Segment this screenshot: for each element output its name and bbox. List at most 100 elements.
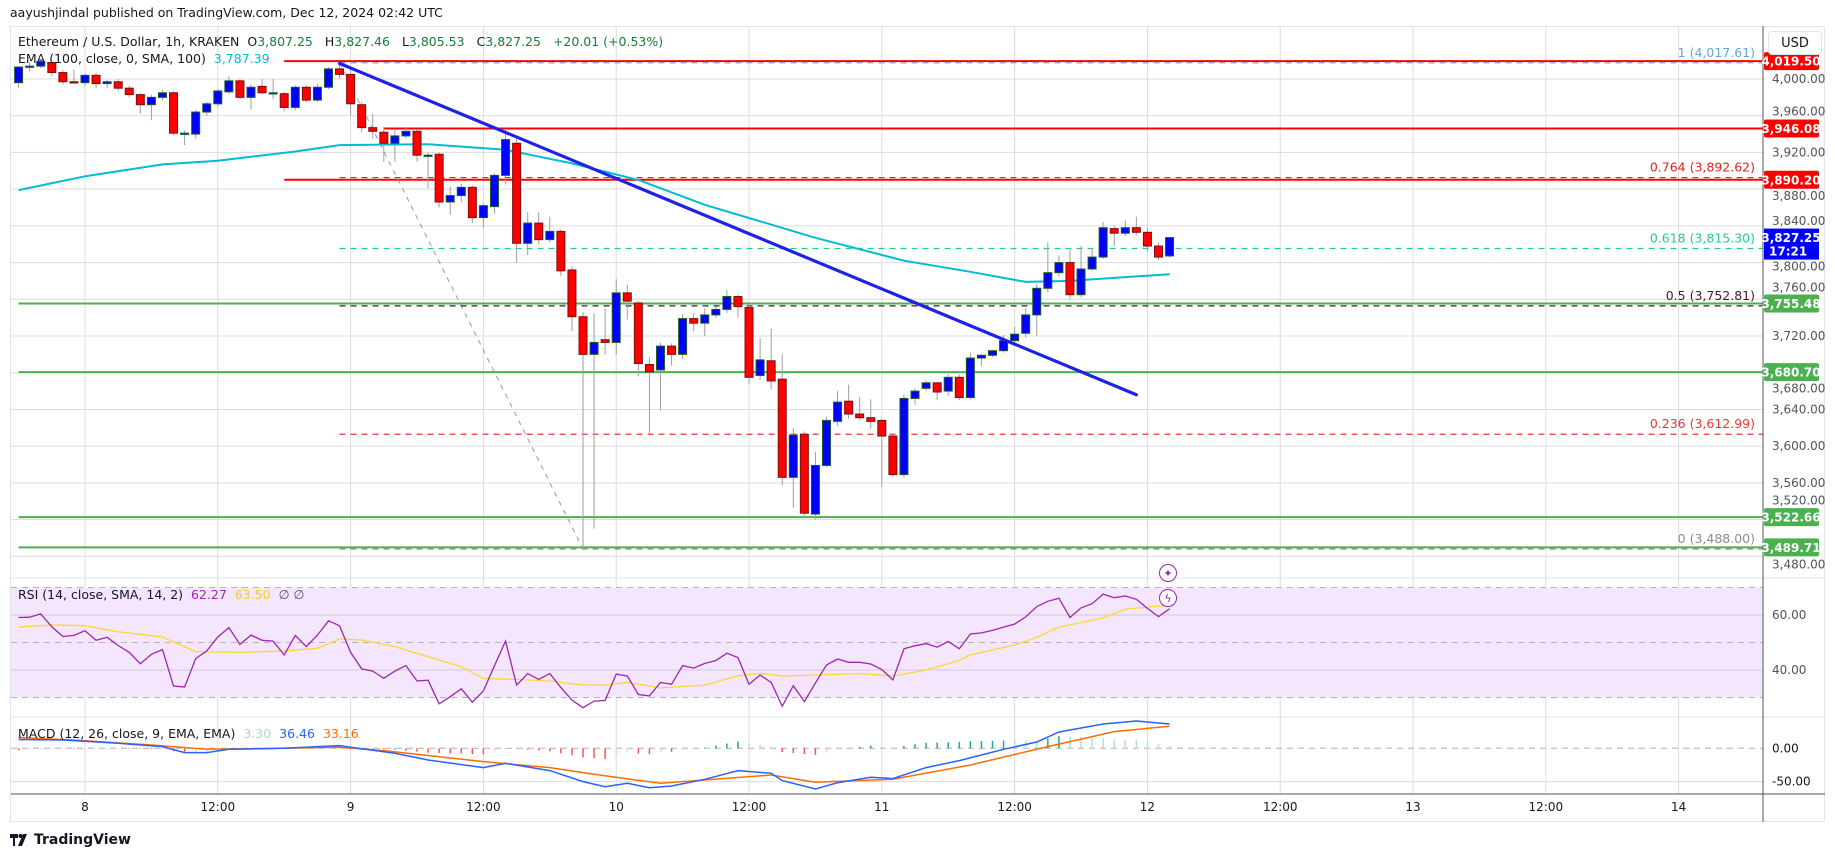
macd-signal-value: 33.16 (322, 726, 359, 741)
candle (357, 101, 367, 133)
candle (1098, 222, 1108, 259)
time-tick-label: 12 (1140, 800, 1155, 814)
ema-legend[interactable]: EMA (100, close, 0, SMA, 100) 3,787.39 (18, 51, 274, 66)
candle (611, 279, 621, 355)
candle-body-down (368, 127, 378, 132)
open-value: 3,807.25 (257, 34, 313, 49)
chart-frame (10, 26, 1825, 822)
candle (655, 342, 665, 411)
candle-body-up (700, 314, 710, 324)
candle (157, 90, 167, 101)
candle (932, 381, 942, 401)
candle (246, 84, 256, 110)
candle-body-down (91, 74, 101, 85)
rsi-legend[interactable]: RSI (14, close, SMA, 14, 2) 62.27 63.50 … (18, 587, 308, 602)
time-tick-label: 12:00 (1529, 800, 1564, 814)
candle-body-down (633, 302, 643, 365)
axes: 8 12:00 9 12:00 10 12:00 11 12:00 12 12:00 13 12:00… (11, 26, 1825, 822)
candle (58, 69, 68, 85)
candle (534, 212, 544, 245)
candle-body-down (257, 85, 267, 94)
candle-body-up (323, 68, 333, 88)
candle-body-down (932, 382, 942, 393)
candle (1120, 220, 1130, 236)
price-tag (1764, 538, 1819, 557)
lightning-icon[interactable]: ϟ (1159, 589, 1177, 607)
price-tag (1764, 119, 1819, 138)
candle (1021, 308, 1031, 338)
candle (445, 186, 455, 215)
candle (711, 306, 721, 318)
price-tick-label: 4,000.00 (1772, 72, 1825, 86)
candle-body-up (722, 296, 732, 310)
candle-body-down (578, 316, 588, 355)
change-value: +20.01 (+0.53%) (552, 34, 664, 49)
candle (401, 126, 411, 139)
price-tag-label: 4,019.50 (1761, 55, 1820, 69)
time-tick-label: 12:00 (1263, 800, 1298, 814)
candle (213, 89, 223, 107)
candle (80, 73, 90, 87)
ema-value: 3,787.39 (213, 51, 270, 66)
macd-tick-label: -50.00 (1772, 775, 1811, 789)
candle (777, 354, 787, 486)
candle-body-down (844, 400, 854, 415)
candle-body-down (667, 345, 677, 355)
fib-level-label: 0.5 (3,752.81) (1666, 288, 1755, 303)
candle (678, 313, 688, 359)
candle-body-up (833, 401, 843, 422)
candle-body-down (567, 269, 577, 318)
time-tick-label: 8 (81, 800, 89, 814)
candle (36, 59, 46, 68)
candle-body-up (401, 130, 411, 137)
price-tick-label: 3,920.00 (1772, 145, 1825, 159)
candle-body-up (589, 341, 599, 355)
candle (644, 357, 654, 434)
price-tick-label: 3,640.00 (1772, 402, 1825, 416)
candle (124, 85, 134, 98)
rsi-tick-label: 60.00 (1772, 608, 1806, 622)
candle (755, 337, 765, 381)
candle (589, 313, 599, 529)
candle-body-up (545, 230, 555, 241)
candle (25, 62, 35, 72)
currency-button[interactable]: USD (1768, 31, 1822, 55)
candle (489, 173, 499, 214)
candle-body-down (47, 61, 57, 74)
candle-body-up (987, 350, 997, 356)
price-tick-label: 3,480.00 (1772, 557, 1825, 571)
time-tick-label: 13 (1405, 800, 1420, 814)
candle (855, 396, 865, 421)
time-tick-label: 12:00 (732, 800, 767, 814)
rsi-tick-label: 40.00 (1772, 663, 1806, 677)
candle (943, 374, 953, 396)
price-tick-label: 3,680.00 (1772, 382, 1825, 396)
macd-legend[interactable]: MACD (12, 26, close, 9, EMA, EMA) 3.30 3… (18, 726, 363, 741)
candle-body-down (888, 435, 898, 476)
rsi-sma-line (18, 604, 1170, 689)
price-tag-label: 3,489.71 (1761, 541, 1820, 555)
candle-body-down (113, 81, 123, 89)
fib-level-label: 0 (3,488.00) (1678, 531, 1755, 546)
star-icon[interactable]: ✦ (1159, 564, 1177, 582)
candle (423, 152, 433, 189)
candle-body-up (80, 74, 90, 84)
macd-signal-line (18, 725, 1170, 785)
price-tick-label: 3,520.00 (1772, 494, 1825, 508)
candle (257, 79, 267, 95)
symbol-legend[interactable]: Ethereum / U.S. Dollar, 1h, KRAKEN O3,80… (18, 34, 667, 49)
candle-body-up (25, 65, 35, 68)
open-label: O (247, 34, 258, 49)
candle-body-up (1098, 227, 1108, 258)
candle-body-up (489, 174, 499, 208)
candles (14, 59, 1175, 549)
candle (346, 67, 356, 116)
candle (523, 212, 533, 256)
candle-body-up (312, 86, 322, 101)
candle-body-down (69, 81, 79, 84)
candle (91, 72, 101, 89)
candle (622, 284, 632, 320)
candle (987, 349, 997, 358)
candle (1142, 227, 1152, 252)
